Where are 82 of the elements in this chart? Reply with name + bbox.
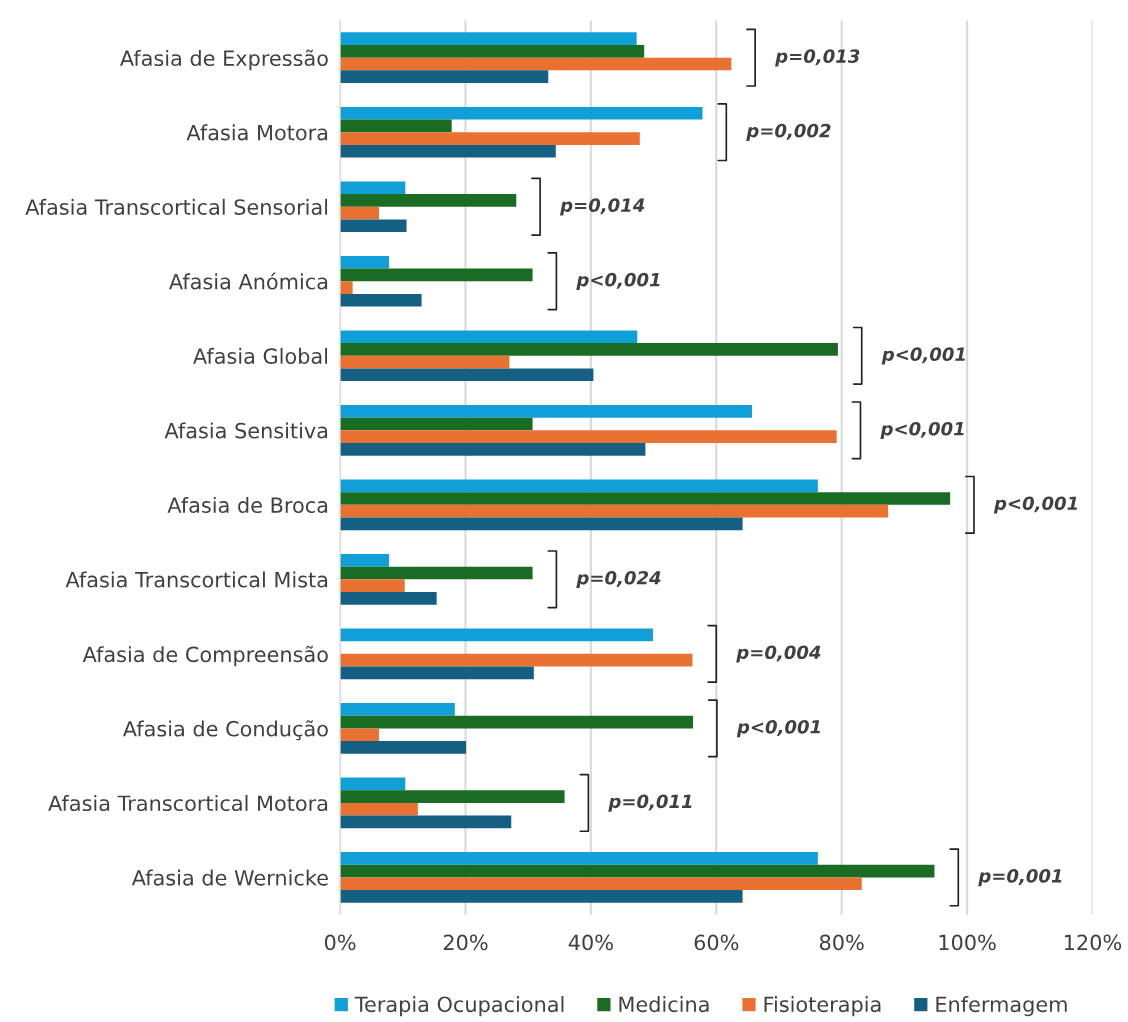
- bar: [340, 330, 638, 344]
- x-tick-label: 80%: [819, 934, 864, 951]
- y-tick-label: Afasia Transcortical Mista: [65, 571, 328, 588]
- legend-label: Terapia Ocupacional: [354, 996, 564, 1017]
- bar: [340, 442, 646, 456]
- annotation: p=0,013: [775, 49, 860, 67]
- bar: [340, 404, 753, 418]
- annotation: p<0,001: [736, 719, 821, 738]
- bar: [340, 255, 389, 269]
- x-tick-label: 120%: [1064, 934, 1122, 951]
- annotation: p=0,004: [736, 645, 821, 663]
- y-tick-label: Afasia Sensitiva: [164, 422, 328, 439]
- bar: [340, 355, 510, 369]
- bar: [340, 70, 549, 84]
- bar: [340, 119, 452, 133]
- bar: [340, 206, 379, 220]
- annotation: p=0,014: [559, 198, 645, 216]
- bar: [340, 492, 951, 505]
- bar: [340, 890, 743, 903]
- bar: [340, 343, 838, 356]
- annotation: p<0,001: [576, 272, 660, 290]
- bar: [340, 45, 645, 58]
- x-tick-label: 60%: [694, 934, 739, 951]
- annotation: p=0,024: [576, 570, 661, 589]
- bar: [340, 864, 935, 878]
- y-tick-label: Afasia de Expressão: [120, 49, 328, 71]
- y-tick-label: Afasia Anómica: [169, 272, 328, 290]
- bar: [340, 293, 422, 307]
- bar: [340, 132, 640, 145]
- bar: [340, 566, 533, 580]
- bar: [340, 592, 437, 605]
- bar: [340, 281, 353, 294]
- y-tick-label: Afasia de Wernicke: [131, 869, 328, 886]
- x-tick-label: 100%: [939, 934, 996, 951]
- bar: [340, 181, 406, 195]
- y-tick-label: Afasia Global: [193, 347, 328, 364]
- bar: [340, 368, 594, 382]
- bar: [340, 517, 743, 531]
- y-tick-label: Afasia Transcortical Sensorial: [25, 198, 328, 215]
- bar: [340, 728, 379, 742]
- bar: [340, 579, 405, 593]
- y-tick-label: Afasia de Broca: [167, 496, 328, 514]
- x-tick-label: 40%: [568, 934, 613, 951]
- legend-label: Medicina: [619, 996, 709, 1013]
- x-tick-label: 20%: [443, 934, 488, 951]
- x-tick-label: 0%: [324, 934, 356, 951]
- bar: [340, 479, 818, 493]
- y-tick-label: Afasia de Compreensão: [82, 645, 328, 667]
- annotation: p<0,001: [993, 496, 1078, 514]
- bar: [340, 144, 556, 158]
- bar: [340, 653, 693, 667]
- bar: [340, 417, 533, 431]
- annotation: p=0,011: [608, 794, 692, 812]
- bar: [340, 504, 889, 518]
- bar: [340, 57, 732, 71]
- bar: [340, 628, 653, 642]
- annotation: p<0,001: [880, 421, 964, 440]
- bar: [340, 815, 512, 829]
- bar: [340, 430, 837, 443]
- legend-label: Fisioterapia: [764, 996, 881, 1017]
- annotation: p=0,002: [746, 123, 831, 141]
- bar: [340, 877, 862, 891]
- legend-label: Enfermagem: [936, 996, 1067, 1017]
- annotation: p=0,001: [978, 869, 1062, 887]
- y-tick-label: Afasia Motora: [186, 124, 328, 141]
- y-tick-label: Afasia Transcortical Motora: [48, 794, 328, 812]
- bar: [340, 194, 517, 207]
- bar: [340, 802, 418, 816]
- bar: [340, 715, 694, 729]
- annotation: p<0,001: [881, 347, 965, 365]
- bar: [340, 852, 818, 865]
- bar: [340, 268, 533, 282]
- bar: [340, 32, 637, 46]
- y-tick-label: Afasia de Condução: [122, 720, 328, 741]
- bar: [340, 777, 406, 791]
- bar: [340, 790, 565, 803]
- bar: [340, 741, 467, 754]
- bar: [340, 106, 703, 120]
- bar: [340, 219, 407, 233]
- bar: [340, 554, 389, 567]
- bar: [340, 703, 455, 716]
- bar: [340, 666, 534, 680]
